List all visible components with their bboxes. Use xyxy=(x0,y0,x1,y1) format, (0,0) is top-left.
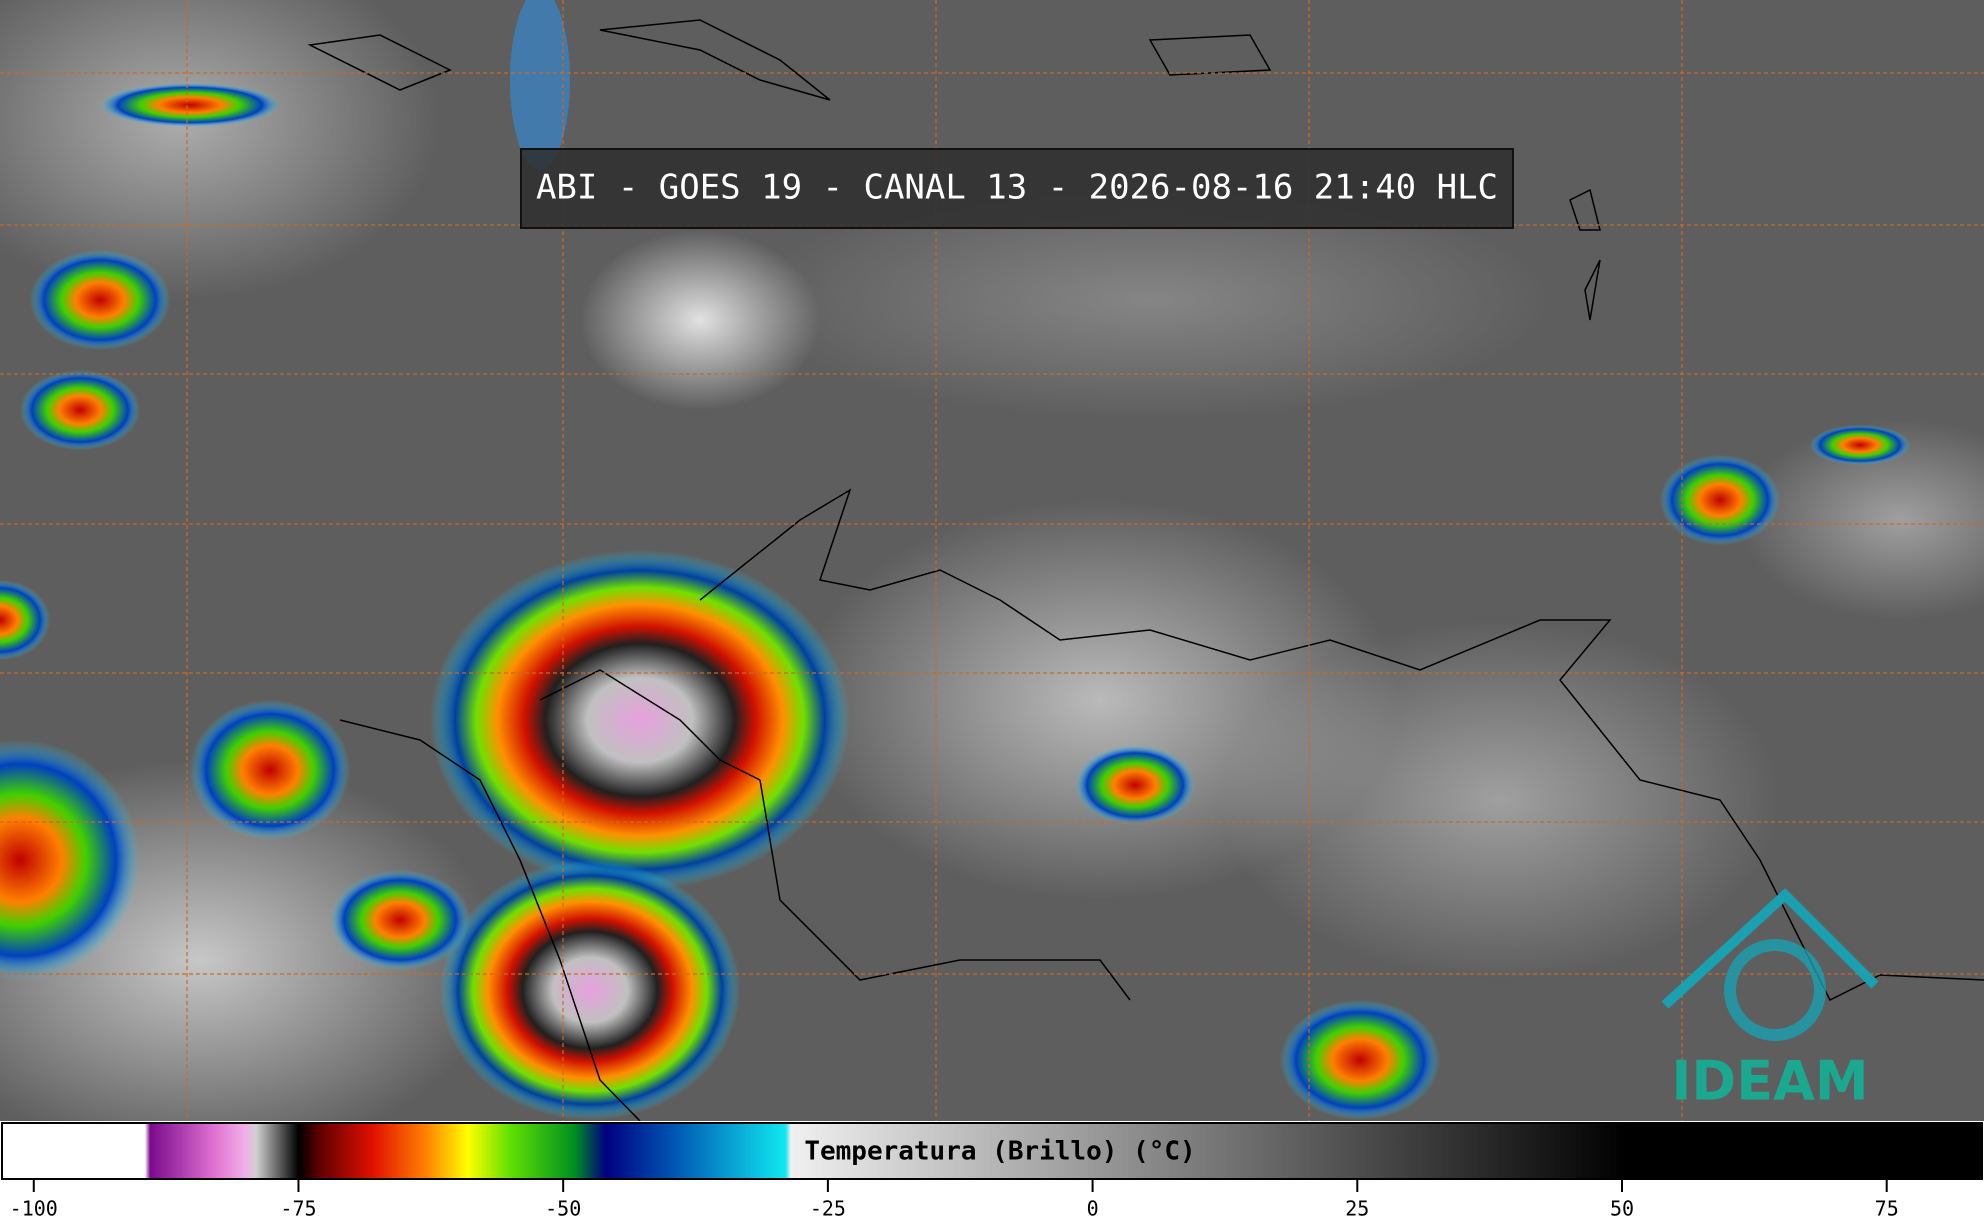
colorbar-tick-label: -100 xyxy=(10,1197,58,1221)
colorbar xyxy=(1,1122,1983,1180)
graticule xyxy=(0,0,1984,1121)
colorbar-tick-label: -75 xyxy=(280,1197,316,1221)
storms xyxy=(0,0,1910,1120)
colorbar-label: Temperatura (Brillo) (°C) xyxy=(804,1137,1195,1167)
title-box xyxy=(520,148,1514,229)
title: ABI - GOES 19 - CANAL 13 - 2026-08-16 21… xyxy=(536,168,1498,208)
colorbar-tick-label: 50 xyxy=(1610,1197,1634,1221)
colorbar-tick-label: 25 xyxy=(1345,1197,1369,1221)
logo: IDEAM xyxy=(1661,888,1879,1113)
coastlines xyxy=(307,19,1984,1122)
logo-text: IDEAM xyxy=(1671,1050,1868,1113)
colorbar-tick-label: -25 xyxy=(810,1197,846,1221)
colorbar-tick-label: 0 xyxy=(1087,1197,1099,1221)
colorbar-tick-label: 75 xyxy=(1875,1197,1899,1221)
colorbar-tick-label: -50 xyxy=(545,1197,581,1221)
